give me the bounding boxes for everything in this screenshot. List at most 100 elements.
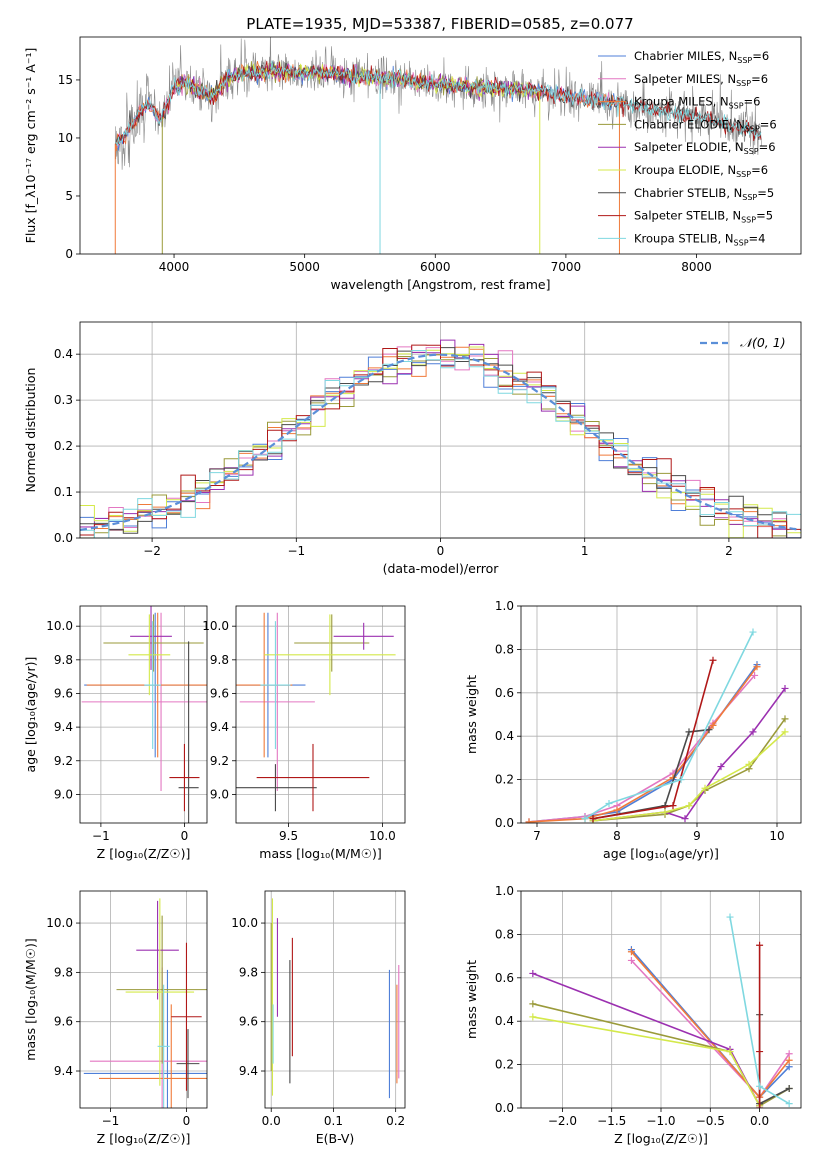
series-marker-kroupa-miles	[753, 663, 761, 671]
x-tick-label: 0	[437, 544, 445, 558]
axes-frame	[264, 890, 406, 1109]
y-tick-label: 9.8	[239, 965, 258, 979]
series-marker-salpeter-stelib	[756, 1048, 764, 1056]
y-tick-label: 9.2	[54, 754, 73, 768]
y-tick-label: 0.2	[54, 439, 73, 453]
series-marker-salpeter-elodie	[749, 728, 757, 736]
series-marker-chabrier-stelib	[685, 728, 693, 736]
x-tick-label: 10	[769, 829, 784, 843]
y-axis-label: Flux [f_λ10⁻¹⁷ erg cm⁻² s⁻¹ A⁻¹]	[23, 48, 38, 244]
series-marker-salpeter-miles	[785, 1050, 793, 1058]
x-tick-label: −2.0	[548, 1114, 577, 1128]
panel-mass-weight-vs-age: 7 8 9 10 0.0 0.2 0.4 0.6 0.8 1.0 age [log₁₀(age/yr…	[464, 599, 802, 861]
plot-area	[80, 339, 801, 538]
legend-label: Salpeter ELODIE, NSSP=6	[634, 140, 776, 156]
x-tick-label: 0	[181, 829, 189, 843]
series-marker-kroupa-miles	[785, 1056, 793, 1064]
x-axis-label: mass [log₁₀(M/M☉)]	[259, 846, 381, 861]
legend: Chabrier MILES, NSSP=6 Salpeter MILES, NS…	[598, 49, 777, 247]
plot-area	[525, 628, 789, 823]
plot-area	[270, 898, 400, 1099]
series-marker-salpeter-stelib	[709, 656, 717, 664]
axes-frame	[520, 605, 802, 824]
y-axis-label: mass weight	[464, 675, 479, 754]
x-tick-label: 7	[533, 829, 541, 843]
plot-area	[81, 606, 207, 823]
y-tick-label: 5	[65, 189, 73, 203]
series-marker-salpeter-stelib	[756, 941, 764, 949]
series-marker-kroupa-stelib	[756, 1082, 764, 1090]
y-tick-label: 0.3	[54, 393, 73, 407]
y-tick-label: 15	[58, 73, 73, 87]
series-line-kroupa-elodie	[592, 731, 786, 822]
axes-frame	[79, 890, 208, 1109]
panel-mass-vs-ebv: 0.0 0.1 0.2 9.4 9.6 9.8 10.0 E(B-V)	[231, 890, 406, 1146]
series-marker-kroupa-miles	[709, 721, 717, 729]
y-tick-label: 0.2	[495, 773, 514, 787]
series-marker-kroupa-stelib	[677, 776, 685, 784]
panel-residuals: −2 −1 0 1 2 0.0 0.1 0.2 0.3 0.4 (data-model)/error…	[23, 321, 802, 576]
x-tick-label: 2	[725, 544, 733, 558]
histogram-kroupa-stelib	[80, 350, 801, 538]
y-tick-label: 9.6	[210, 686, 229, 700]
x-tick-label: 4000	[159, 260, 190, 274]
y-tick-label: 10.0	[46, 916, 73, 930]
series-marker-kroupa-miles	[627, 948, 635, 956]
y-tick-label: 0.8	[495, 642, 514, 656]
series-marker-chabrier-elodie	[529, 1000, 537, 1008]
x-tick-label: −1.5	[597, 1114, 626, 1128]
series-marker-salpeter-stelib	[756, 1104, 764, 1108]
x-tick-label: −2	[143, 544, 161, 558]
x-axis-label: (data-model)/error	[383, 561, 500, 576]
series-line-salpeter-elodie	[592, 688, 786, 822]
y-axis-label: mass weight	[464, 960, 479, 1039]
legend-label: Chabrier MILES, NSSP=6	[634, 49, 769, 65]
series-marker-chabrier-miles	[785, 1063, 793, 1071]
series-marker-salpeter-stelib	[669, 802, 677, 810]
axes-frame	[520, 890, 802, 1109]
axes-frame	[79, 36, 802, 255]
x-tick-label: −1	[102, 1114, 120, 1128]
figure-title: PLATE=1935, MJD=53387, FIBERID=0585, z=0…	[246, 15, 633, 33]
series-marker-chabrier-elodie	[781, 715, 789, 723]
y-tick-label: 1.0	[495, 599, 514, 613]
legend-label: 𝒩(0, 1)	[740, 335, 786, 350]
series-line-salpeter-elodie	[532, 972, 761, 1107]
panel-age-vs-Z: −1 0 9.0 9.2 9.4 9.6 9.8 10.0 Z [log₁₀(Z/Z☉)] age…	[23, 605, 208, 861]
y-tick-label: 9.0	[54, 787, 73, 801]
series-marker-kroupa-miles	[613, 806, 621, 814]
x-tick-label: 0.0	[750, 1114, 769, 1128]
series-marker-salpeter-stelib	[589, 815, 597, 823]
series-line-salpeter-stelib	[592, 660, 714, 820]
y-tick-label: 10.0	[46, 619, 73, 633]
y-axis-label: Normed distribution	[23, 368, 38, 493]
x-tick-label: 8000	[681, 260, 712, 274]
plot-area	[83, 898, 207, 1108]
series-marker-kroupa-stelib	[785, 1100, 793, 1108]
y-tick-label: 0.6	[495, 686, 514, 700]
legend-label: Chabrier STELIB, NSSP=5	[634, 186, 774, 202]
x-axis-label: Z [log₁₀(Z/Z☉)]	[614, 1131, 708, 1146]
y-tick-label: 0.8	[495, 927, 514, 941]
y-tick-label: 9.8	[54, 653, 73, 667]
y-tick-label: 0.4	[495, 729, 514, 743]
x-axis-label: E(B-V)	[316, 1131, 355, 1146]
panel-mass-weight-vs-Z: −2.0 −1.5 −1.0 −0.5 0.0 0.0 0.2 0.4 0.6 0.8 1.0 Z […	[464, 884, 802, 1146]
x-tick-label: 0.0	[262, 1114, 281, 1128]
x-axis-label: age [log₁₀(age/yr)]	[603, 846, 719, 861]
legend-label: Salpeter MILES, NSSP=6	[634, 72, 768, 88]
y-tick-label: 10.0	[231, 916, 258, 930]
y-tick-label: 0.0	[495, 1101, 514, 1115]
series-line-kroupa-stelib	[584, 631, 754, 820]
series-marker-kroupa-elodie	[661, 808, 669, 816]
series-marker-salpeter-miles	[627, 956, 635, 964]
x-tick-label: 6000	[420, 260, 451, 274]
x-tick-label: 0	[183, 1114, 191, 1128]
y-tick-label: 0.0	[54, 531, 73, 545]
y-axis-label: mass [log₁₀(M/M☉)]	[23, 938, 38, 1060]
y-tick-label: 9.6	[239, 1015, 258, 1029]
panel-age-vs-mass: 9.5 10.0 9.0 9.2 9.4 9.6 9.8 10.0 mass [log₁₀(M/…	[202, 605, 406, 861]
series-marker-salpeter-elodie	[529, 969, 537, 977]
x-tick-label: 1	[581, 544, 589, 558]
